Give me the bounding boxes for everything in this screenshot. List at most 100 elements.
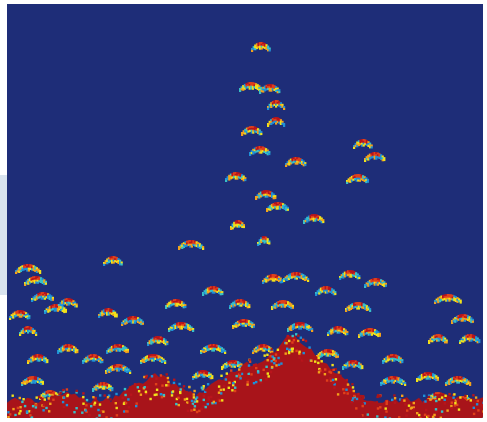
- seabed-speckle: [212, 400, 215, 404]
- seabed-speckle: [225, 372, 228, 375]
- seabed-speckle: [179, 388, 182, 391]
- seabed-speckle: [45, 406, 48, 410]
- echo-arc: [459, 334, 481, 344]
- seabed-speckle: [325, 379, 329, 382]
- seabed-speckle: [152, 379, 155, 382]
- seabed-speckle: [290, 347, 294, 350]
- seabed-speckle: [192, 396, 196, 399]
- seabed-speckle: [124, 393, 127, 397]
- seabed-speckle: [324, 368, 327, 371]
- echo-arc: [353, 139, 373, 149]
- echo-arc: [382, 354, 404, 364]
- seabed-speckle: [361, 403, 365, 406]
- seabed-speckle: [443, 402, 446, 405]
- seabed-speckle: [298, 353, 301, 356]
- seabed-speckle: [385, 400, 388, 403]
- echo-arc: [225, 172, 247, 182]
- seabed-speckle: [378, 395, 382, 398]
- seabed-speckle: [159, 393, 163, 396]
- seabed-speckle: [75, 389, 78, 393]
- seabed-speckle: [184, 403, 187, 406]
- seabed-speckle: [143, 386, 146, 389]
- echo-arc: [271, 300, 294, 310]
- seabed-speckle: [137, 390, 141, 393]
- seabed-speckle: [171, 390, 175, 393]
- seabed-speckle: [403, 399, 406, 402]
- seabed-speckle: [277, 356, 280, 360]
- echo-arc: [428, 334, 448, 344]
- seabed-speckle: [285, 342, 288, 345]
- seabed-speckle: [353, 394, 356, 398]
- seabed-speckle: [85, 410, 88, 413]
- seabed-speckle: [62, 405, 66, 409]
- seabed-speckle: [302, 358, 305, 361]
- seabed-speckle: [125, 410, 128, 413]
- seabed-speckle: [336, 393, 340, 396]
- seabed-speckle: [291, 350, 294, 353]
- seabed-speckle: [19, 406, 22, 409]
- seabed-speckle: [238, 368, 241, 371]
- seabed-speckle: [427, 395, 431, 399]
- seabed-speckle: [25, 411, 29, 414]
- seabed-speckle: [274, 359, 277, 363]
- seabed-speckle: [115, 392, 118, 396]
- seabed-speckle: [61, 400, 65, 404]
- seabed-speckle: [317, 371, 321, 374]
- seabed-speckle: [12, 407, 15, 411]
- seabed-speckle: [459, 396, 462, 399]
- seabed-speckle: [19, 409, 22, 413]
- seabed-speckle: [210, 395, 213, 399]
- seabed-speckle: [474, 396, 478, 399]
- seabed-speckle: [182, 385, 186, 388]
- seabed-speckle: [319, 369, 322, 372]
- seabed-speckle: [82, 392, 85, 395]
- seabed-speckle: [246, 370, 249, 373]
- seabed-speckle: [435, 399, 438, 403]
- seabed-speckle: [14, 413, 17, 417]
- seabed-speckle: [393, 397, 397, 400]
- seabed-speckle: [234, 386, 237, 389]
- echo-arc: [283, 272, 310, 282]
- seabed-speckle: [218, 399, 222, 402]
- seabed-speckle: [268, 359, 271, 363]
- seabed-speckle: [190, 399, 194, 403]
- seabed-speckle: [200, 407, 203, 411]
- seabed-speckle: [421, 408, 425, 411]
- seabed-speckle: [300, 359, 304, 362]
- seabed-speckle: [317, 373, 320, 377]
- seabed-speckle: [43, 398, 46, 401]
- seabed-speckle: [144, 376, 148, 379]
- seabed-speckle: [202, 398, 205, 402]
- seabed-speckle: [123, 410, 126, 413]
- seabed-speckle: [429, 398, 432, 401]
- seabed-speckle: [107, 394, 111, 397]
- seabed-speckle: [35, 396, 38, 399]
- seabed-speckle: [11, 394, 14, 397]
- seabed-speckle: [75, 407, 78, 410]
- seabed-speckle: [422, 401, 426, 404]
- seabed-speckle: [145, 374, 148, 378]
- seabed-speckle: [482, 417, 483, 418]
- echo-arc: [140, 354, 167, 364]
- seabed-speckle: [211, 402, 214, 405]
- seabed-speckle: [302, 351, 305, 355]
- seabed-speckle: [331, 363, 334, 367]
- seabed-speckle: [321, 370, 325, 373]
- seabed-speckle: [39, 396, 43, 400]
- seabed-speckle: [62, 390, 65, 393]
- seabed-speckle: [297, 334, 300, 337]
- seabed-speckle: [448, 392, 451, 396]
- seabed-speckle: [30, 410, 33, 413]
- seabed-speckle: [288, 348, 292, 351]
- echo-arc: [103, 256, 123, 266]
- seabed-speckle: [321, 377, 324, 380]
- seabed-speckle: [302, 338, 305, 341]
- seabed-speckle: [270, 360, 273, 363]
- seabed-speckle: [155, 377, 158, 380]
- seabed-speckle: [262, 368, 265, 371]
- seabed-speckle: [65, 388, 69, 391]
- seabed-speckle: [175, 402, 178, 406]
- seabed-speckle: [90, 405, 93, 408]
- seabed-speckle: [418, 413, 421, 417]
- seabed-speckle: [476, 399, 479, 403]
